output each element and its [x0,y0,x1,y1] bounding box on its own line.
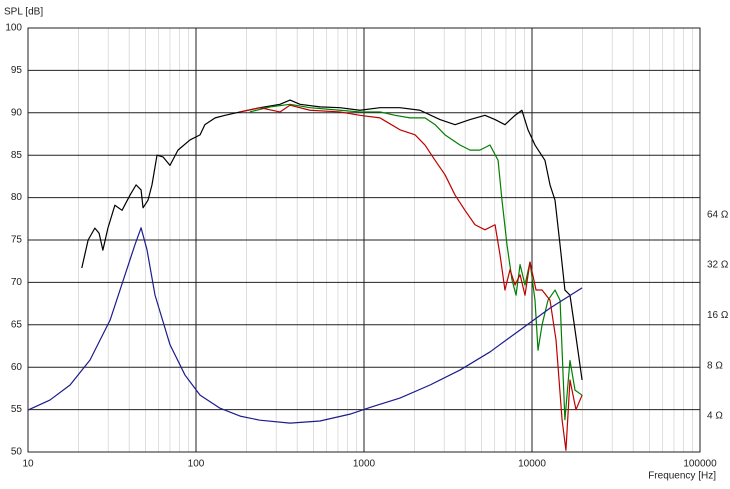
y2-tick-label: 32 Ω [707,260,729,271]
y-tick-label: 65 [11,319,23,330]
y2-tick-label: 4 Ω [707,411,723,422]
x-tick-label: 100 [188,459,205,470]
y-tick-label: 90 [11,107,23,118]
plot-frame [27,27,701,453]
y-tick-label: 75 [11,235,23,246]
y-tick-label: 100 [5,23,22,34]
y-tick-label: 60 [11,362,23,373]
y-tick-label: 70 [11,277,23,288]
x-tick-label: 10000 [518,459,546,470]
y2-tick-label: 8 Ω [707,360,723,371]
series-line [239,104,583,451]
y-tick-label: 55 [11,404,23,415]
y-tick-label: 85 [11,150,23,161]
y-tick-label: 95 [11,65,23,76]
x-tick-label: 10 [22,459,34,470]
x-tick-label: 100000 [683,459,717,470]
series-line [27,227,583,424]
series-line [249,103,583,421]
x-tick-label: 1000 [353,459,376,470]
series-line [81,99,583,381]
x-axis-label: Frequency [Hz] [648,471,716,482]
y-tick-label: 50 [11,447,23,458]
y2-tick-label: 16 Ω [707,310,729,321]
y-axis-label: SPL [dB] [4,7,43,18]
y2-tick-label: 64 Ω [707,209,729,220]
y-tick-label: 80 [11,192,23,203]
